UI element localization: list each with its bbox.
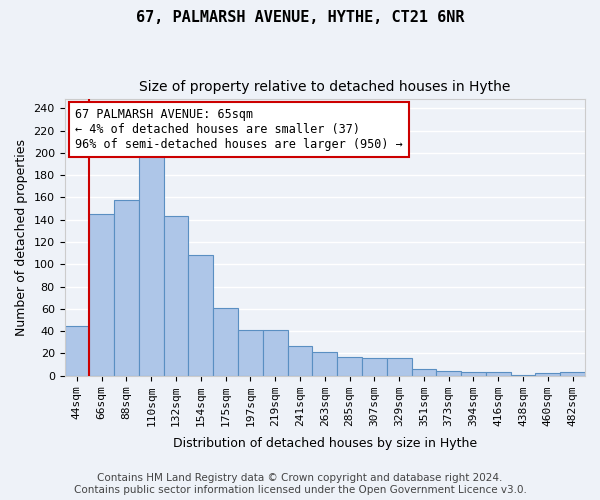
- Bar: [313, 352, 337, 376]
- Y-axis label: Number of detached properties: Number of detached properties: [15, 139, 28, 336]
- Bar: [511, 374, 535, 376]
- Title: Size of property relative to detached houses in Hythe: Size of property relative to detached ho…: [139, 80, 511, 94]
- Bar: [461, 372, 486, 376]
- Bar: [238, 330, 263, 376]
- Bar: [213, 308, 238, 376]
- Bar: [436, 371, 461, 376]
- Bar: [65, 326, 89, 376]
- X-axis label: Distribution of detached houses by size in Hythe: Distribution of detached houses by size …: [173, 437, 477, 450]
- Text: 67, PALMARSH AVENUE, HYTHE, CT21 6NR: 67, PALMARSH AVENUE, HYTHE, CT21 6NR: [136, 10, 464, 25]
- Bar: [263, 330, 287, 376]
- Bar: [114, 200, 139, 376]
- Bar: [535, 374, 560, 376]
- Bar: [287, 346, 313, 376]
- Bar: [139, 150, 164, 376]
- Bar: [412, 369, 436, 376]
- Bar: [362, 358, 387, 376]
- Bar: [486, 372, 511, 376]
- Bar: [560, 372, 585, 376]
- Bar: [188, 256, 213, 376]
- Bar: [89, 214, 114, 376]
- Text: Contains HM Land Registry data © Crown copyright and database right 2024.
Contai: Contains HM Land Registry data © Crown c…: [74, 474, 526, 495]
- Bar: [164, 216, 188, 376]
- Text: 67 PALMARSH AVENUE: 65sqm
← 4% of detached houses are smaller (37)
96% of semi-d: 67 PALMARSH AVENUE: 65sqm ← 4% of detach…: [75, 108, 403, 150]
- Bar: [337, 356, 362, 376]
- Bar: [387, 358, 412, 376]
